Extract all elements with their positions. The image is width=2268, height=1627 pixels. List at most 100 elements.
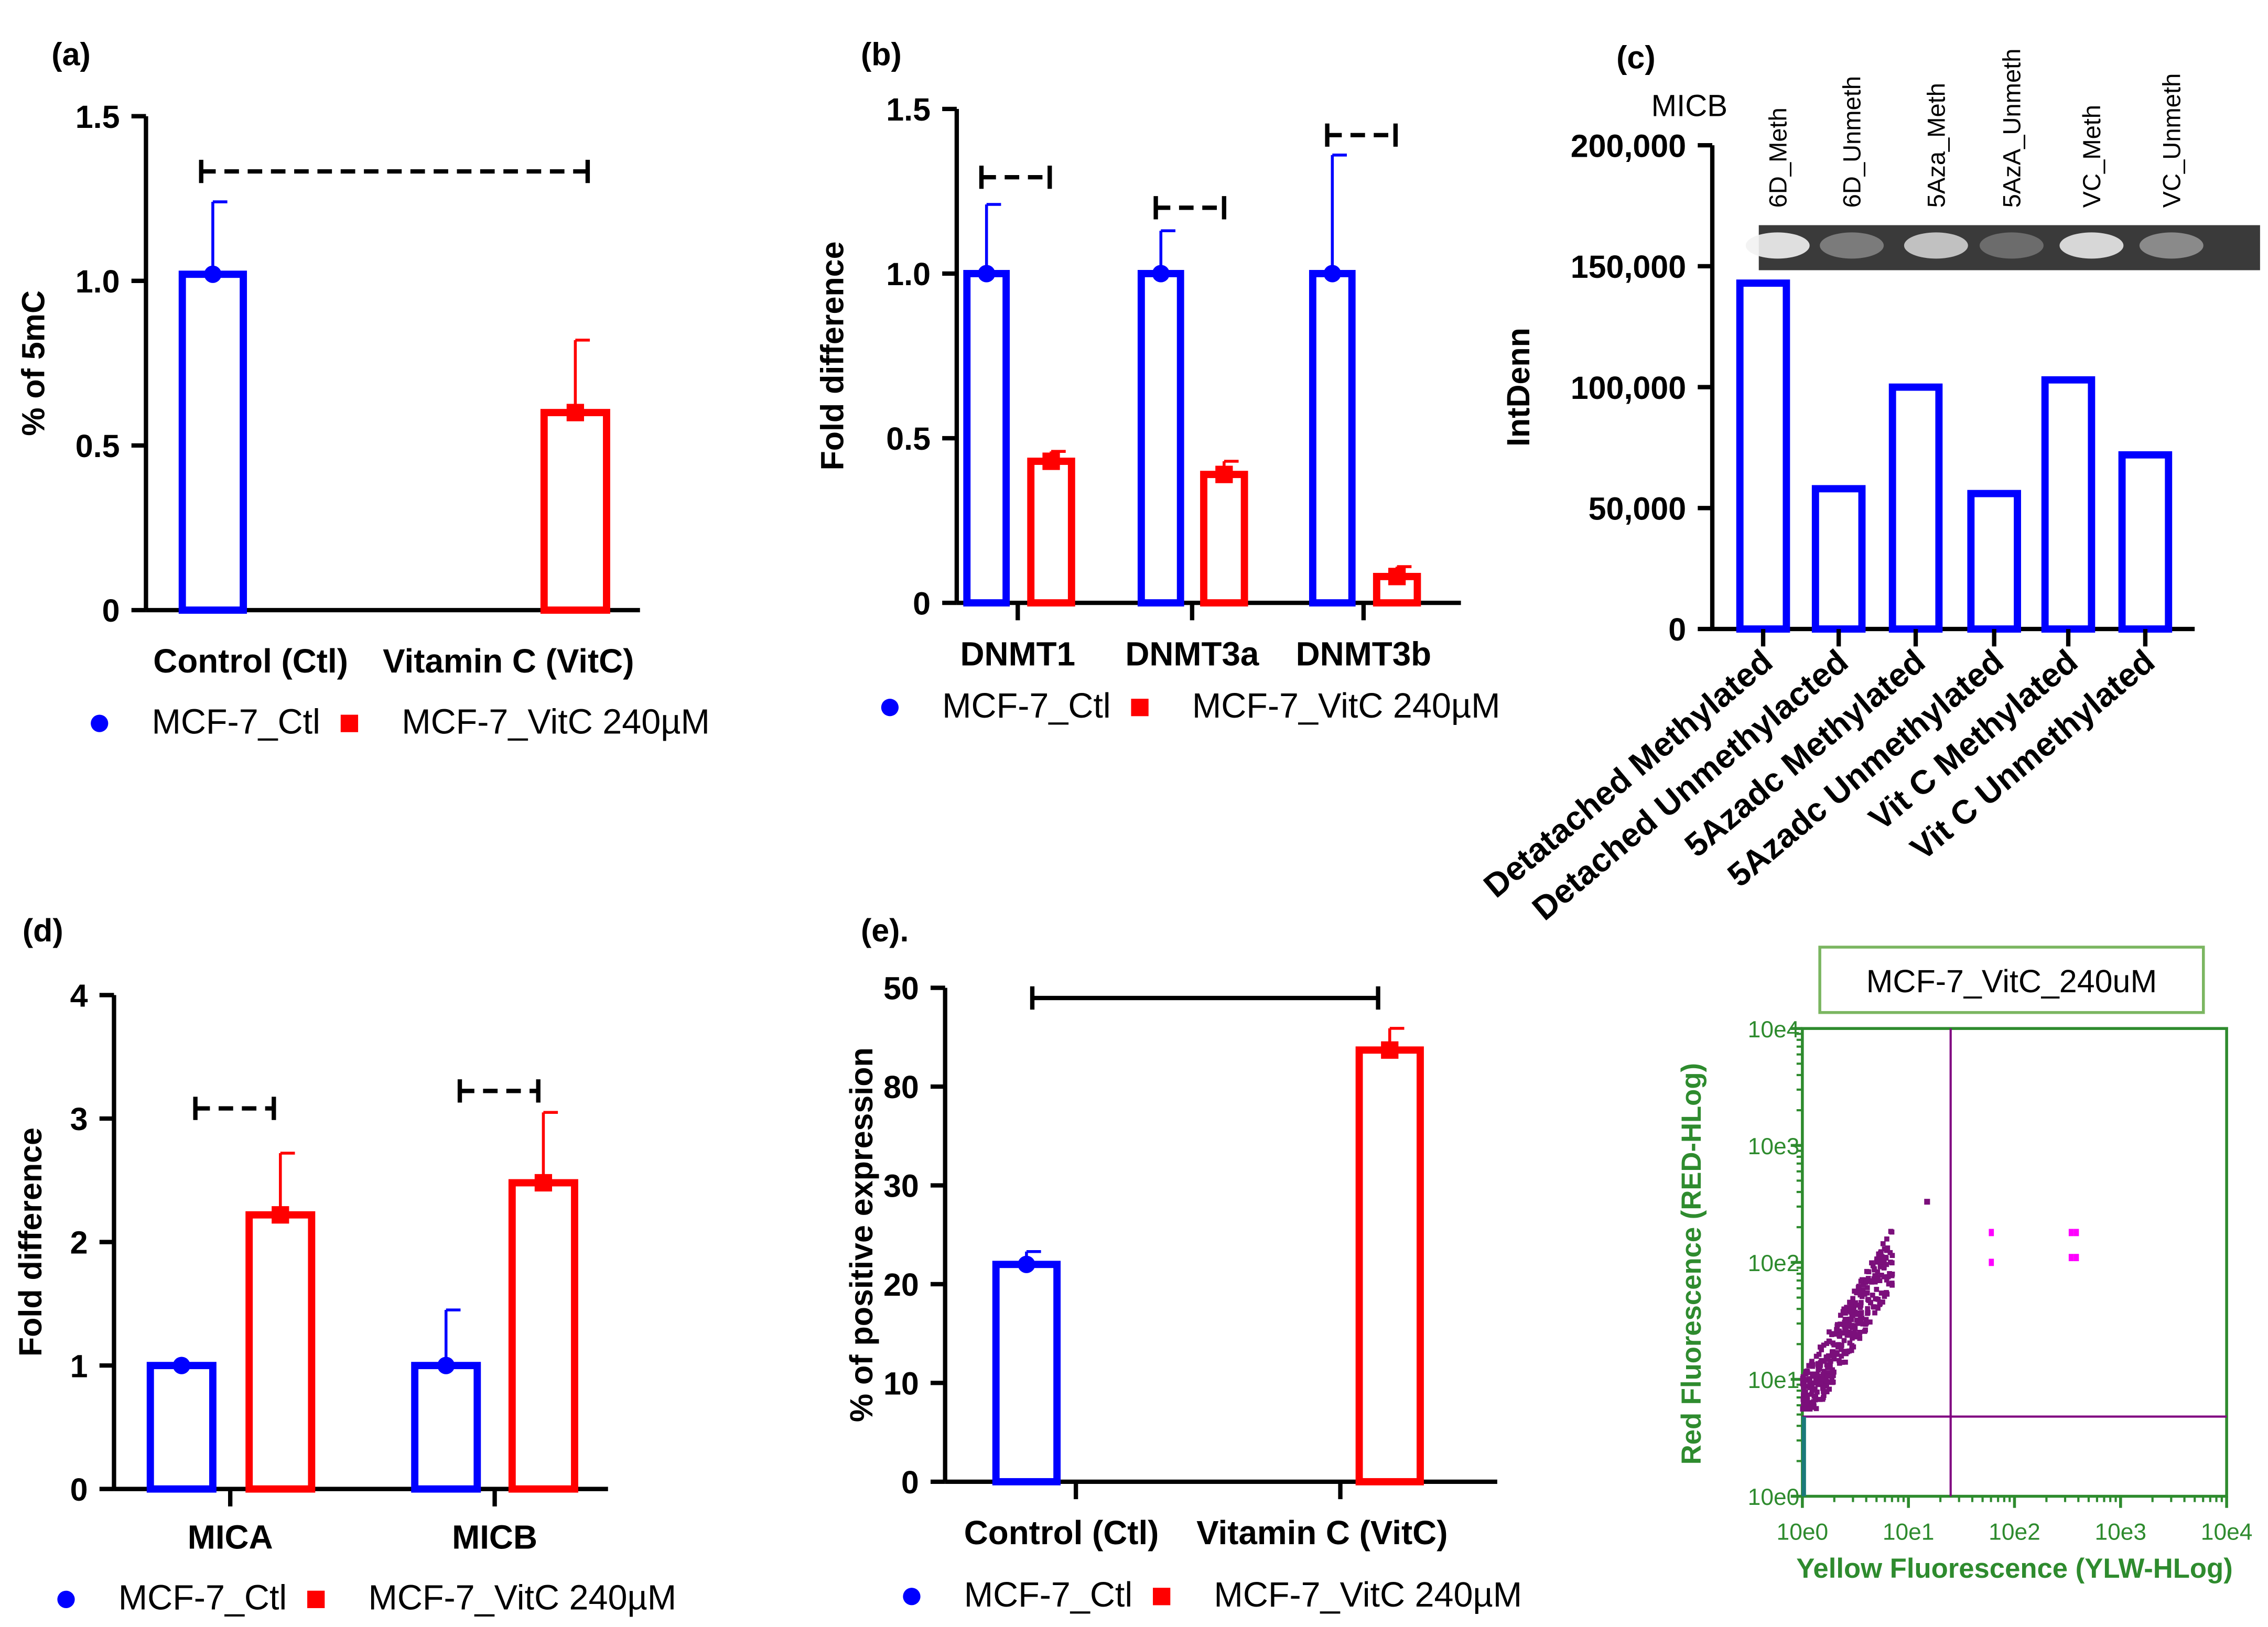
cell-event <box>1882 1246 1887 1252</box>
cell-event <box>1859 1289 1865 1295</box>
cell-event <box>1800 1396 1806 1402</box>
positive-event <box>1989 1229 1994 1236</box>
flow-x-tick-label: 10e0 <box>1777 1520 1829 1545</box>
panel-label: (e). <box>861 913 909 948</box>
y-tick-label: 0 <box>70 1472 88 1507</box>
cell-event <box>1846 1348 1852 1354</box>
cell-event <box>1810 1362 1816 1368</box>
cell-event <box>1824 1389 1830 1395</box>
cell-event <box>1888 1229 1894 1234</box>
cell-event <box>1837 1358 1842 1363</box>
cell-event <box>1860 1321 1866 1327</box>
cell-event <box>1886 1281 1892 1287</box>
positive-event <box>2068 1229 2074 1236</box>
y-tick-label: 100,000 <box>1571 370 1686 406</box>
gel-lane-label: 5Aza_Meth <box>1922 83 1950 208</box>
cell-event <box>1815 1389 1820 1395</box>
cell-event <box>1809 1359 1815 1364</box>
legend-ctl-label: MCF-7_Ctl <box>964 1576 1132 1614</box>
positive-event <box>2068 1254 2074 1262</box>
cell-event <box>1858 1303 1864 1308</box>
cell-event <box>1843 1350 1849 1356</box>
cell-event <box>1864 1268 1870 1274</box>
cell-event <box>1867 1319 1873 1325</box>
cell-event <box>1838 1321 1843 1327</box>
cell-event <box>1857 1332 1862 1338</box>
cell-event <box>1818 1360 1823 1365</box>
cell-event <box>1821 1393 1827 1398</box>
y-axis-label: IntDenn <box>1500 328 1536 447</box>
y-tick-label: 4 <box>70 978 88 1014</box>
gel-lane-label: VC_Meth <box>2078 105 2105 208</box>
panel-label: (c) <box>1616 39 1656 75</box>
cell-event <box>1851 1330 1856 1336</box>
gel-lane-label: 6D_Unmeth <box>1838 76 1866 208</box>
cell-event <box>1849 1317 1854 1322</box>
cell-event <box>1827 1353 1832 1359</box>
cell-event <box>1864 1285 1870 1290</box>
cell-event <box>1867 1278 1873 1284</box>
flow-title: MCF-7_VitC_240uM <box>1866 963 2157 999</box>
legend-ctl-label: MCF-7_Ctl <box>152 703 320 742</box>
cell-event <box>1877 1301 1883 1307</box>
category-label: Detached Unmethylacted <box>1525 642 1855 928</box>
cell-event <box>1805 1392 1810 1398</box>
panel-label: (d) <box>23 913 63 948</box>
legend-ctl-marker <box>91 714 109 732</box>
cell-event <box>1825 1373 1830 1379</box>
flow-y-tick-label: 10e4 <box>1748 1017 1800 1043</box>
bar-micb <box>2118 451 2173 633</box>
cell-event <box>1849 1304 1854 1309</box>
legend-ctl-marker <box>903 1588 921 1606</box>
cell-event <box>1821 1389 1826 1394</box>
cell-event <box>1865 1276 1871 1281</box>
gel-band <box>1745 232 1810 259</box>
cell-event <box>1803 1371 1809 1376</box>
legend-vitc-marker <box>340 714 359 732</box>
cell-event <box>1840 1360 1845 1365</box>
cell-event <box>1841 1330 1846 1336</box>
cell-event <box>1852 1326 1858 1331</box>
cell-event <box>1827 1329 1832 1335</box>
legend-ctl-marker <box>881 699 899 717</box>
cell-event <box>1888 1260 1893 1265</box>
cell-event <box>1841 1338 1847 1343</box>
cell-event <box>1875 1297 1881 1302</box>
cell-event <box>1861 1282 1866 1287</box>
y-tick-label: 1 <box>70 1348 88 1384</box>
cell-event <box>1835 1344 1841 1350</box>
cell-event <box>1849 1343 1855 1348</box>
cell-event <box>1828 1358 1833 1364</box>
gel-lane-label: 5AzA_Unmeth <box>1998 49 2026 208</box>
cell-event <box>1828 1363 1833 1369</box>
cell-event <box>1859 1294 1865 1299</box>
cell-event <box>1855 1285 1861 1290</box>
cell-event <box>1837 1328 1842 1334</box>
cell-event <box>1820 1396 1826 1402</box>
y-tick-label: 1.0 <box>75 264 120 299</box>
cell-event <box>1881 1264 1887 1270</box>
cell-event <box>1858 1278 1864 1284</box>
y-tick-label: 150,000 <box>1571 249 1686 285</box>
cell-event <box>1884 1262 1889 1267</box>
cell-event <box>1839 1353 1844 1359</box>
cell-event <box>1809 1400 1815 1405</box>
cell-event <box>1807 1406 1812 1412</box>
cell-event <box>1882 1274 1887 1279</box>
cell-event <box>1880 1241 1886 1246</box>
cell-event <box>1873 1296 1878 1301</box>
gel-title: MICB <box>1651 89 1727 123</box>
cell-event <box>1849 1300 1854 1306</box>
data-point-ctl <box>172 1357 190 1374</box>
category-label: Control (Ctl) <box>153 642 348 680</box>
cell-event <box>1878 1290 1884 1296</box>
cell-event <box>1824 1383 1829 1389</box>
cell-event <box>1825 1357 1830 1362</box>
category-label: DNMT3b <box>1296 635 1431 673</box>
cell-event <box>1872 1279 1878 1285</box>
cell-event <box>1880 1299 1885 1305</box>
cell-event <box>1818 1381 1823 1386</box>
bar-vitc <box>1200 471 1248 607</box>
category-label: Vitamin C (VitC) <box>1196 1514 1448 1552</box>
cell-event <box>1842 1319 1848 1325</box>
